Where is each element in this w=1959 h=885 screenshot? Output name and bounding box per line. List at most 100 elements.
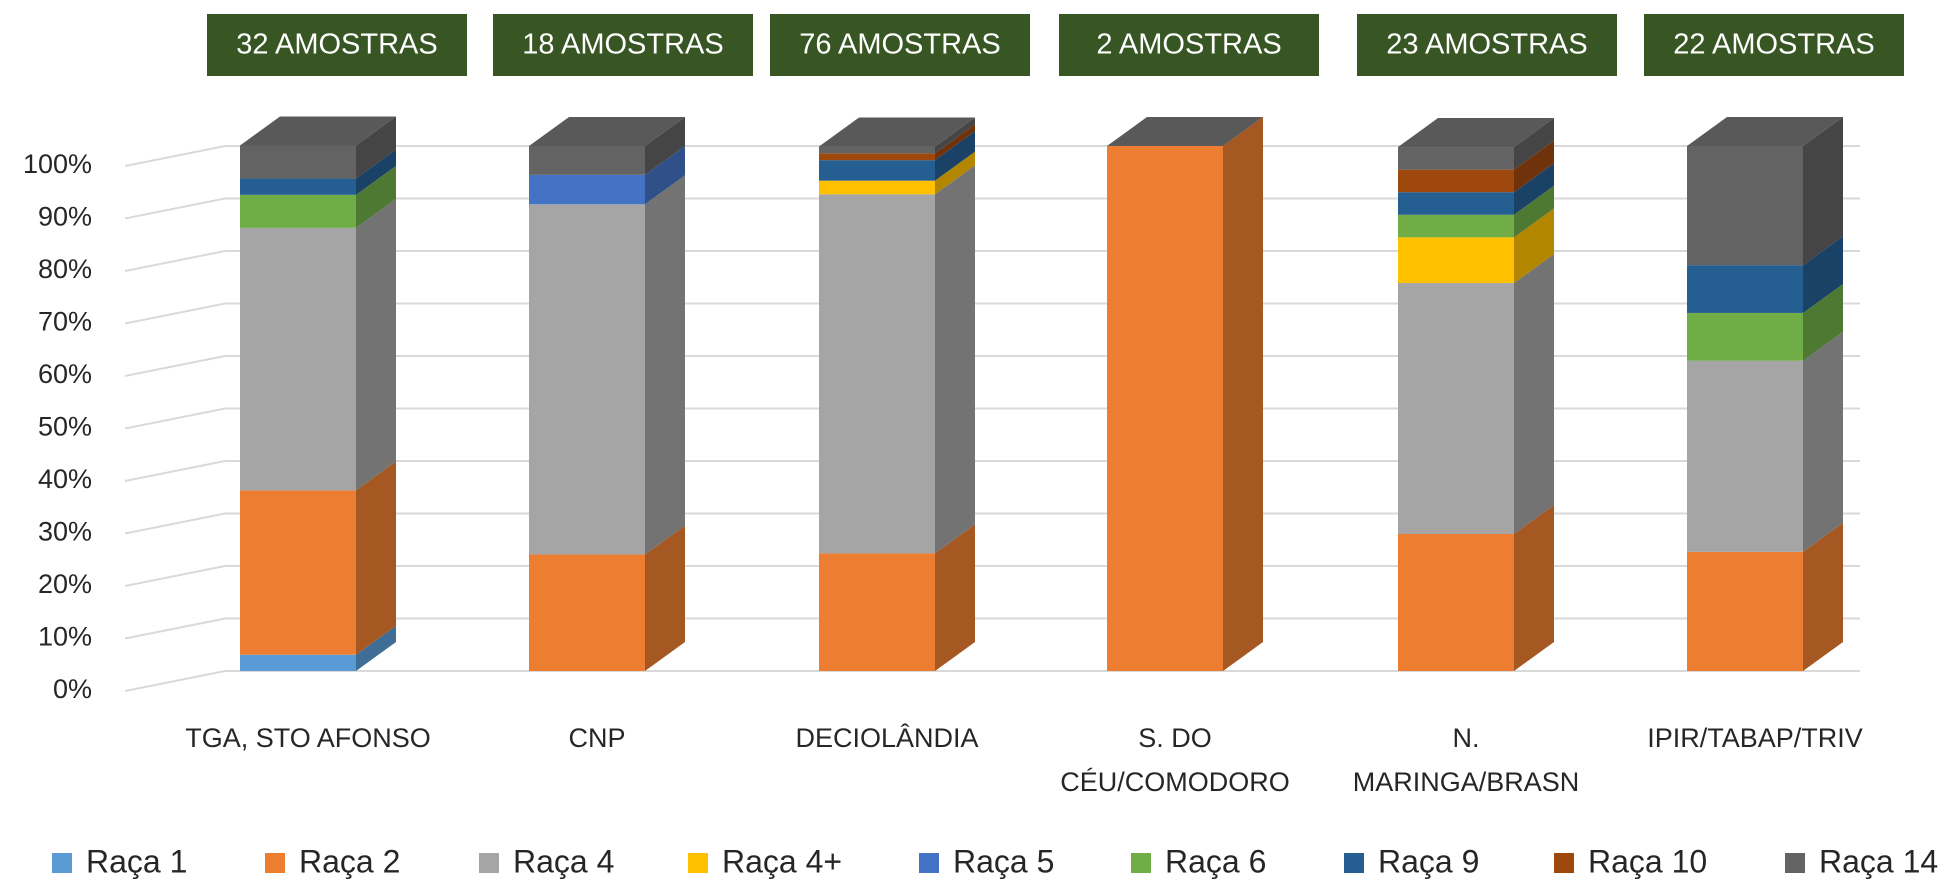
bar-side xyxy=(645,117,685,175)
bar-front xyxy=(1687,312,1803,361)
bar-segment xyxy=(1398,140,1554,193)
legend-label: Raça 2 xyxy=(299,843,400,879)
y-tick-label: 80% xyxy=(38,254,92,284)
bar-side xyxy=(1514,118,1554,170)
bar-front xyxy=(529,146,645,175)
bar-front xyxy=(1687,360,1803,552)
bar-front xyxy=(240,178,356,195)
bar-side xyxy=(1514,185,1554,238)
bar-segment xyxy=(240,149,396,195)
y-tick-label: 40% xyxy=(38,464,92,494)
bar-top xyxy=(529,117,685,146)
y-tick-label: 30% xyxy=(38,517,92,547)
bar-side xyxy=(356,461,396,655)
x-tick-label: IPIR/TABAP/TRIV xyxy=(1647,723,1863,753)
bar-side xyxy=(356,149,396,195)
bar-side xyxy=(935,524,975,671)
bar-side xyxy=(356,165,396,228)
grid-line xyxy=(124,197,1860,220)
grid-line xyxy=(124,250,1860,272)
bar-front xyxy=(819,153,935,161)
bar-front xyxy=(1687,551,1803,671)
bar-front xyxy=(819,180,935,195)
bar-front xyxy=(819,194,935,554)
bar-segment xyxy=(1398,208,1554,284)
y-tick-label: 90% xyxy=(38,202,92,232)
bar-front xyxy=(529,204,645,555)
bar-front xyxy=(819,553,935,671)
bar-segment xyxy=(529,175,685,555)
x-tick-label: CNP xyxy=(568,723,626,753)
annotation: 32 AMOSTRAS xyxy=(236,29,437,61)
legend-label: Raça 4+ xyxy=(722,843,842,879)
grid-line xyxy=(124,617,1860,640)
grid-line xyxy=(124,145,1860,167)
legend-swatch xyxy=(688,853,708,873)
annotation: 2 AMOSTRAS xyxy=(1096,29,1281,61)
bar-segment xyxy=(1398,118,1554,170)
grid-line xyxy=(124,512,1860,535)
bar-side xyxy=(935,117,975,154)
legend-label: Raça 4 xyxy=(513,843,614,879)
bar-segment xyxy=(240,625,396,671)
bar-front xyxy=(240,654,356,671)
bar-side xyxy=(1803,331,1843,552)
legend-label: Raça 5 xyxy=(953,843,1054,879)
bar-front xyxy=(1398,147,1514,170)
bar-side xyxy=(356,198,396,491)
bar-front xyxy=(529,554,645,671)
bar-segment xyxy=(529,117,685,175)
bar-segment xyxy=(819,151,975,195)
legend-swatch xyxy=(479,853,499,873)
annotation: 76 AMOSTRAS xyxy=(799,29,1000,61)
bar-front xyxy=(819,160,935,181)
bar-top xyxy=(1687,117,1843,146)
legend-swatch xyxy=(1131,853,1151,873)
bar-top xyxy=(1107,117,1263,146)
annotation-box xyxy=(1357,14,1617,76)
bar-side xyxy=(1803,236,1843,313)
legend-label: Raça 10 xyxy=(1588,843,1707,879)
grid-line xyxy=(124,565,1860,587)
bar-segment xyxy=(529,525,685,671)
x-tick-label: N. MARINGA/BRASN xyxy=(1352,723,1580,797)
legend-label: Raça 1 xyxy=(86,843,187,879)
bar-side xyxy=(935,131,975,181)
bar-front xyxy=(819,146,935,154)
bar-segment xyxy=(1687,331,1843,552)
bar-front xyxy=(1398,214,1514,238)
bar-front xyxy=(1687,146,1803,266)
bar-front xyxy=(240,145,356,179)
bar-segment xyxy=(1398,504,1554,671)
bar-top xyxy=(240,116,396,146)
bar-segment xyxy=(1687,522,1843,671)
annotation: 22 AMOSTRAS xyxy=(1673,29,1874,61)
annotation-box xyxy=(493,14,753,76)
x-tick-label: DECIOLÂNDIA xyxy=(795,723,979,753)
bar-segment xyxy=(1107,117,1263,671)
bar-side xyxy=(356,116,396,179)
bar-side xyxy=(1803,117,1843,266)
bar-front xyxy=(1107,146,1223,671)
grid-line xyxy=(124,460,1860,482)
y-tick-label: 100% xyxy=(23,149,92,179)
bar-front xyxy=(240,227,356,491)
x-tick-label: TGA, STO AFONSO xyxy=(185,723,431,753)
bar-segment xyxy=(1398,254,1554,534)
bar-side xyxy=(1514,504,1554,671)
bar-front xyxy=(1398,533,1514,671)
bar-segment xyxy=(1398,185,1554,238)
bar-segment xyxy=(240,461,396,655)
legend-swatch xyxy=(1785,853,1805,873)
x-tick-label: S. DO CÉU/COMODORO xyxy=(1060,723,1290,797)
bar-side xyxy=(935,165,975,554)
bar-side xyxy=(1514,254,1554,534)
annotation: 23 AMOSTRAS xyxy=(1386,29,1587,61)
bar-side xyxy=(645,525,685,671)
bar-side xyxy=(1514,140,1554,193)
bar-side xyxy=(935,151,975,195)
annotation-box xyxy=(207,14,467,76)
legend-label: Raça 6 xyxy=(1165,843,1266,879)
